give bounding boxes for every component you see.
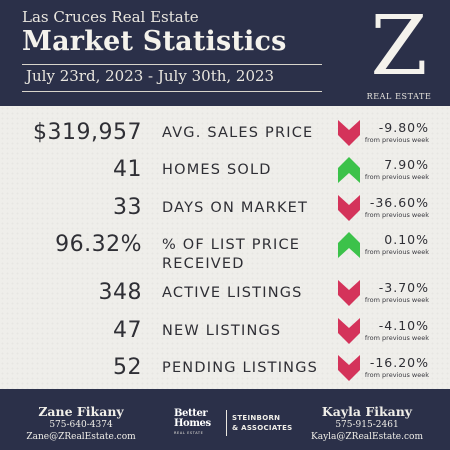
stat-value: 52 <box>113 355 142 380</box>
stat-row-days-on-market: 33 DAYS ON MARKET -36.60% from previous … <box>0 195 450 231</box>
stat-value: 47 <box>113 318 142 343</box>
agent-name: Kayla Fikany <box>321 404 413 419</box>
logo-caption: REAL ESTATE <box>366 92 432 101</box>
stat-row-pending-listings: 52 PENDING LISTINGS -16.20% from previou… <box>0 355 450 391</box>
z-real-estate-logo: Z REAL ESTATE <box>364 2 434 103</box>
brand-line1: Better <box>174 408 208 419</box>
stat-change: 7.90% <box>384 157 429 172</box>
stat-value: $319,957 <box>33 120 142 145</box>
stat-value: 41 <box>113 157 142 182</box>
header-divider-bottom <box>22 91 322 92</box>
stat-value: 33 <box>113 195 142 220</box>
logo-letter: Z <box>370 0 428 94</box>
stat-label: PENDING LISTINGS <box>162 360 319 376</box>
better-homes-wordmark: Better Homes <box>174 409 211 429</box>
stat-change-note: from previous week <box>364 211 429 219</box>
down-arrow-icon <box>338 318 360 344</box>
stat-change-note: from previous week <box>364 334 429 342</box>
stat-row-percent-of-list-price: 96.32% % OF LIST PRICE RECEIVED 0.10% fr… <box>0 232 450 278</box>
stat-label: % OF LIST PRICE <box>162 237 301 253</box>
agent-phone[interactable]: 575-640-4374 <box>49 420 113 430</box>
agent-phone[interactable]: 575-915-2461 <box>335 420 399 430</box>
date-range: July 23rd, 2023 - July 30th, 2023 <box>26 67 275 85</box>
stat-change-note: from previous week <box>364 136 429 144</box>
down-arrow-icon <box>338 355 360 381</box>
header: Las Cruces Real Estate Market Statistics… <box>0 0 450 106</box>
agent-email[interactable]: Kayla@ZRealEstate.com <box>311 432 423 442</box>
stat-row-avg-sales-price: $319,957 AVG. SALES PRICE -9.80% from pr… <box>0 120 450 156</box>
agent-contact-zane: Zane Fikany 575-640-4374 Zane@ZRealEstat… <box>6 405 156 443</box>
down-arrow-icon <box>338 120 360 146</box>
stat-row-new-listings: 47 NEW LISTINGS -4.10% from previous wee… <box>0 318 450 354</box>
partner-wordmark: STEINBORN & ASSOCIATES <box>232 413 293 433</box>
stat-value: 348 <box>98 280 142 305</box>
up-arrow-icon <box>338 232 360 258</box>
down-arrow-icon <box>338 195 360 221</box>
stat-change: -16.20% <box>369 355 429 370</box>
stat-change: 0.10% <box>384 232 429 247</box>
stat-change-note: from previous week <box>364 248 429 256</box>
stat-value: 96.32% <box>55 232 142 257</box>
down-arrow-icon <box>338 280 360 306</box>
header-subtitle: Las Cruces Real Estate <box>22 8 199 26</box>
footer: Zane Fikany 575-640-4374 Zane@ZRealEstat… <box>0 389 450 450</box>
agent-contact-kayla: Kayla Fikany 575-915-2461 Kayla@ZRealEst… <box>292 405 442 443</box>
up-arrow-icon <box>338 157 360 183</box>
brokerage-logo: Better Homes REAL ESTATE STEINBORN & ASS… <box>174 409 294 437</box>
brand-line2: Homes <box>174 418 211 429</box>
agent-email[interactable]: Zane@ZRealEstate.com <box>26 432 136 442</box>
header-divider-top <box>22 64 322 65</box>
stat-change-note: from previous week <box>364 371 429 379</box>
stat-change-note: from previous week <box>364 173 429 181</box>
stat-row-active-listings: 348 ACTIVE LISTINGS -3.70% from previous… <box>0 280 450 316</box>
page-title: Market Statistics <box>22 26 287 57</box>
partner-line2: & ASSOCIATES <box>232 424 293 432</box>
partner-line1: STEINBORN <box>232 414 281 422</box>
stats-panel: $319,957 AVG. SALES PRICE -9.80% from pr… <box>0 106 450 389</box>
brand-sub: REAL ESTATE <box>174 431 204 435</box>
stat-change: -9.80% <box>378 120 429 135</box>
stat-change-note: from previous week <box>364 296 429 304</box>
brokerage-divider <box>226 410 227 436</box>
stat-label: AVG. SALES PRICE <box>162 125 314 141</box>
stat-change: -36.60% <box>369 195 429 210</box>
stat-change: -3.70% <box>378 280 429 295</box>
stat-label: HOMES SOLD <box>162 162 272 178</box>
stat-label-line2: RECEIVED <box>162 256 245 272</box>
stat-change: -4.10% <box>378 318 429 333</box>
stat-label: DAYS ON MARKET <box>162 200 309 216</box>
agent-name: Zane Fikany <box>38 404 124 419</box>
stat-label: NEW LISTINGS <box>162 323 282 339</box>
stat-row-homes-sold: 41 HOMES SOLD 7.90% from previous week <box>0 157 450 193</box>
stat-label: ACTIVE LISTINGS <box>162 285 303 301</box>
